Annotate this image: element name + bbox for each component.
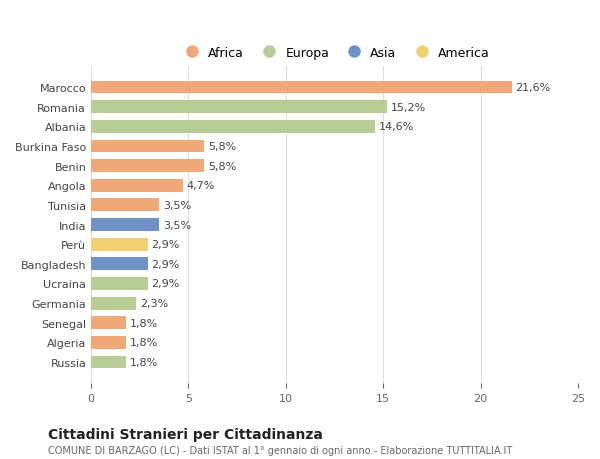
- Bar: [91, 218, 159, 231]
- Bar: [91, 356, 126, 369]
- Text: COMUNE DI BARZAGO (LC) - Dati ISTAT al 1° gennaio di ogni anno - Elaborazione TU: COMUNE DI BARZAGO (LC) - Dati ISTAT al 1…: [48, 446, 512, 455]
- Text: 4,7%: 4,7%: [187, 181, 215, 191]
- Text: Cittadini Stranieri per Cittadinanza: Cittadini Stranieri per Cittadinanza: [48, 427, 323, 442]
- Text: 1,8%: 1,8%: [130, 318, 158, 328]
- Text: 2,9%: 2,9%: [151, 240, 180, 250]
- Legend: Africa, Europa, Asia, America: Africa, Europa, Asia, America: [175, 42, 494, 65]
- Bar: [91, 140, 204, 153]
- Bar: [91, 317, 126, 330]
- Text: 3,5%: 3,5%: [163, 220, 191, 230]
- Bar: [91, 81, 512, 94]
- Bar: [91, 179, 182, 192]
- Text: 2,3%: 2,3%: [140, 298, 168, 308]
- Text: 15,2%: 15,2%: [391, 102, 426, 112]
- Text: 3,5%: 3,5%: [163, 201, 191, 210]
- Bar: [91, 101, 387, 114]
- Text: 5,8%: 5,8%: [208, 142, 236, 151]
- Text: 1,8%: 1,8%: [130, 338, 158, 347]
- Bar: [91, 297, 136, 310]
- Text: 2,9%: 2,9%: [151, 259, 180, 269]
- Bar: [91, 336, 126, 349]
- Bar: [91, 278, 148, 290]
- Bar: [91, 121, 376, 134]
- Text: 5,8%: 5,8%: [208, 161, 236, 171]
- Bar: [91, 238, 148, 251]
- Text: 21,6%: 21,6%: [515, 83, 551, 93]
- Bar: [91, 258, 148, 271]
- Text: 1,8%: 1,8%: [130, 357, 158, 367]
- Text: 14,6%: 14,6%: [379, 122, 415, 132]
- Bar: [91, 199, 159, 212]
- Text: 2,9%: 2,9%: [151, 279, 180, 289]
- Bar: [91, 160, 204, 173]
